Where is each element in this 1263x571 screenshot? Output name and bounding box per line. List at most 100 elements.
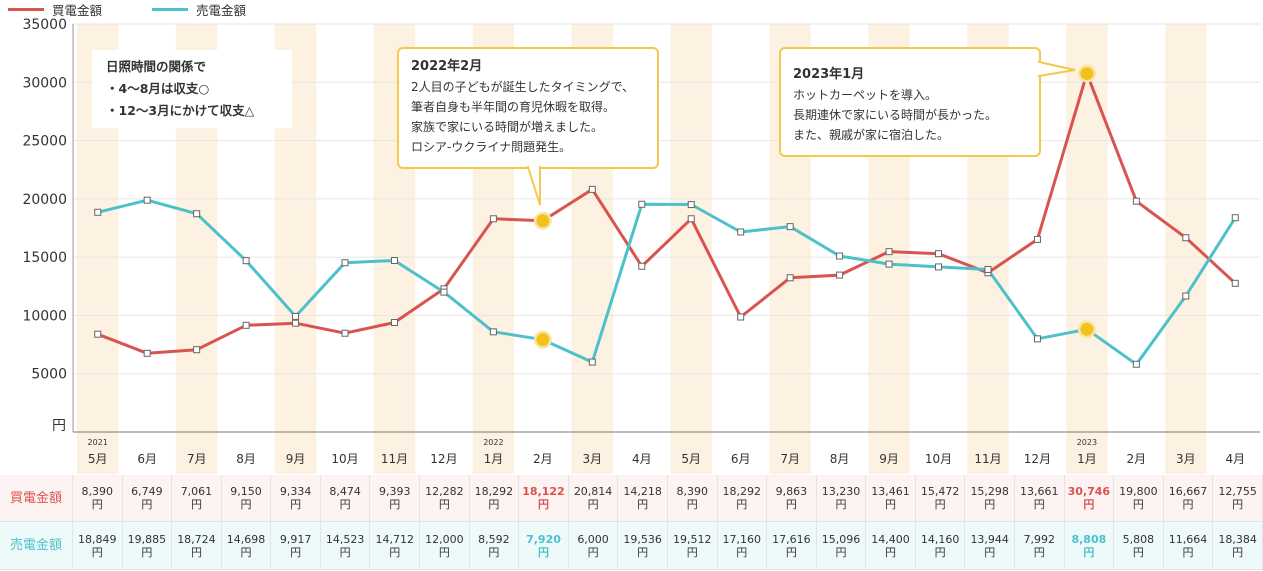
cell-value: 12,000 [425, 532, 464, 546]
data-point-sell [1231, 214, 1239, 222]
callout-2023-01: 2023年1月 ホットカーペットを導入。 長期連休で家にいる時間が長かった。 ま… [779, 47, 1041, 157]
x-tick-label: 3月 [582, 452, 602, 466]
y-tick-label: 35000 [22, 17, 67, 33]
y-tick-label: 25000 [22, 134, 67, 150]
cell-value: 14,523 [325, 532, 365, 546]
data-point-buy [1231, 279, 1239, 287]
cell-value: 14,400 [871, 532, 910, 546]
table-cell-buy: 16,667 円 [1163, 475, 1214, 522]
data-point-sell [1182, 292, 1190, 300]
x-tick-label: 12月 [1024, 452, 1051, 466]
x-tick-label: 6月 [137, 452, 157, 466]
data-point-sell [341, 259, 349, 267]
data-point-sell [94, 208, 102, 216]
legend-item-buy: 買電金額 [8, 0, 102, 19]
cell-unit: 円 [934, 545, 946, 559]
table-cell-sell: 17,160 円 [717, 521, 768, 570]
cell-unit: 円 [984, 545, 996, 559]
table-cell-buy: 18,122 円 [518, 475, 569, 522]
cell-value: 7,920 [526, 532, 561, 546]
table-cell-buy: 8,474 円 [320, 475, 371, 522]
cell-value: 18,122 [522, 485, 565, 498]
cell-unit: 円 [1132, 545, 1144, 559]
cell-value: 7,992 [1023, 532, 1056, 546]
data-point-sell [984, 265, 992, 273]
cell-value: 20,814 [573, 485, 613, 498]
cell-unit: 円 [885, 498, 897, 511]
table-cell-sell: 14,400 円 [865, 521, 916, 570]
x-tick-label: 9月 [879, 452, 899, 466]
cell-unit: 円 [637, 545, 649, 559]
note-line: ・12〜3月にかけて収支△ [106, 103, 255, 118]
cell-value: 17,160 [722, 532, 762, 546]
x-tick-label: 4月 [1225, 452, 1245, 466]
x-tick-label: 10月 [925, 452, 952, 466]
data-point-sell [737, 228, 745, 236]
table-cell-buy: 12,282 円 [419, 475, 470, 522]
table-cell-buy: 8,390 円 [667, 475, 718, 522]
cell-unit: 円 [438, 545, 450, 559]
cell-unit: 円 [537, 498, 549, 511]
table-cell-buy: 19,800 円 [1113, 475, 1164, 522]
cell-unit: 円 [537, 545, 549, 559]
x-tick-label: 2月 [1127, 452, 1147, 466]
cell-unit: 円 [1033, 545, 1045, 559]
table-cell-sell: 19,536 円 [617, 521, 668, 570]
data-point-buy [588, 185, 596, 193]
cell-unit: 円 [339, 545, 351, 559]
cell-value: 7,061 [180, 485, 213, 498]
note-line: 日照時間の関係で [106, 59, 207, 74]
cell-value: 6,000 [577, 532, 609, 546]
cell-unit: 円 [1232, 498, 1244, 511]
table-cell-sell: 14,523 円 [320, 521, 371, 570]
data-point-buy [935, 250, 943, 258]
data-point-buy [638, 262, 646, 270]
cell-value: 5,808 [1122, 532, 1155, 546]
table-cell-sell: 18,384 円 [1212, 521, 1263, 570]
cell-unit: 円 [141, 545, 153, 559]
cell-unit: 円 [1182, 498, 1194, 511]
x-tick-label: 10月 [331, 452, 358, 466]
x-tick-label: 5月 [88, 452, 108, 466]
data-point-sell [885, 260, 893, 268]
x-tick-label: 11月 [381, 452, 408, 466]
x-axis: 5月 2021 6月 7月 8月 9月 10月 11月 12月 1月 2022 2月 3月 4月 5月 6月 7… [73, 431, 1260, 466]
cell-value: 9,393 [379, 485, 411, 498]
x-tick-label: 1月 [1077, 452, 1097, 466]
legend-swatch-buy [8, 8, 44, 11]
data-point-buy [94, 330, 102, 338]
cell-unit: 円 [290, 498, 302, 511]
y-tick-label: 20000 [22, 192, 67, 208]
cell-unit: 円 [1083, 498, 1095, 511]
table-cell-sell: 14,698 円 [221, 521, 272, 570]
cell-value: 14,160 [920, 532, 960, 546]
x-tick-label: 1月 [484, 452, 504, 466]
table-cell-sell: 9,917 円 [270, 521, 321, 570]
data-point-buy [292, 319, 300, 327]
y-tick-label: 10000 [22, 308, 67, 324]
data-point-sell [786, 223, 794, 231]
highlight-point-buy [1080, 67, 1094, 81]
y-tick-label: 5000 [31, 367, 67, 383]
x-year-label: 2021 [88, 438, 108, 447]
table-cell-buy: 13,461 円 [865, 475, 916, 522]
data-point-buy [143, 349, 151, 357]
cell-value: 19,536 [623, 532, 662, 546]
cell-value: 8,474 [329, 485, 361, 498]
series-line-buy [97, 72, 1237, 355]
table-cell-sell: 7,992 円 [1014, 521, 1065, 570]
callout-line: ホットカーペットを導入。 [793, 88, 938, 102]
cell-value: 13,944 [970, 532, 1009, 546]
table-cell-buy: 14,218 円 [617, 475, 668, 522]
cell-unit: 円 [438, 498, 450, 511]
seasonal-note: 日照時間の関係で ・4〜8月は収支○ ・12〜3月にかけて収支△ [92, 50, 292, 128]
cell-value: 9,150 [230, 485, 262, 498]
data-point-sell [687, 201, 695, 209]
cell-value: 17,616 [772, 532, 811, 546]
data-point-sell [242, 257, 250, 265]
table-cell-sell: 15,096 円 [816, 521, 867, 570]
cell-unit: 円 [736, 545, 748, 559]
data-point-buy [687, 215, 695, 223]
cell-value: 13,461 [871, 485, 910, 498]
callout-line: 家族で家にいる時間が増えました。 [411, 120, 604, 134]
